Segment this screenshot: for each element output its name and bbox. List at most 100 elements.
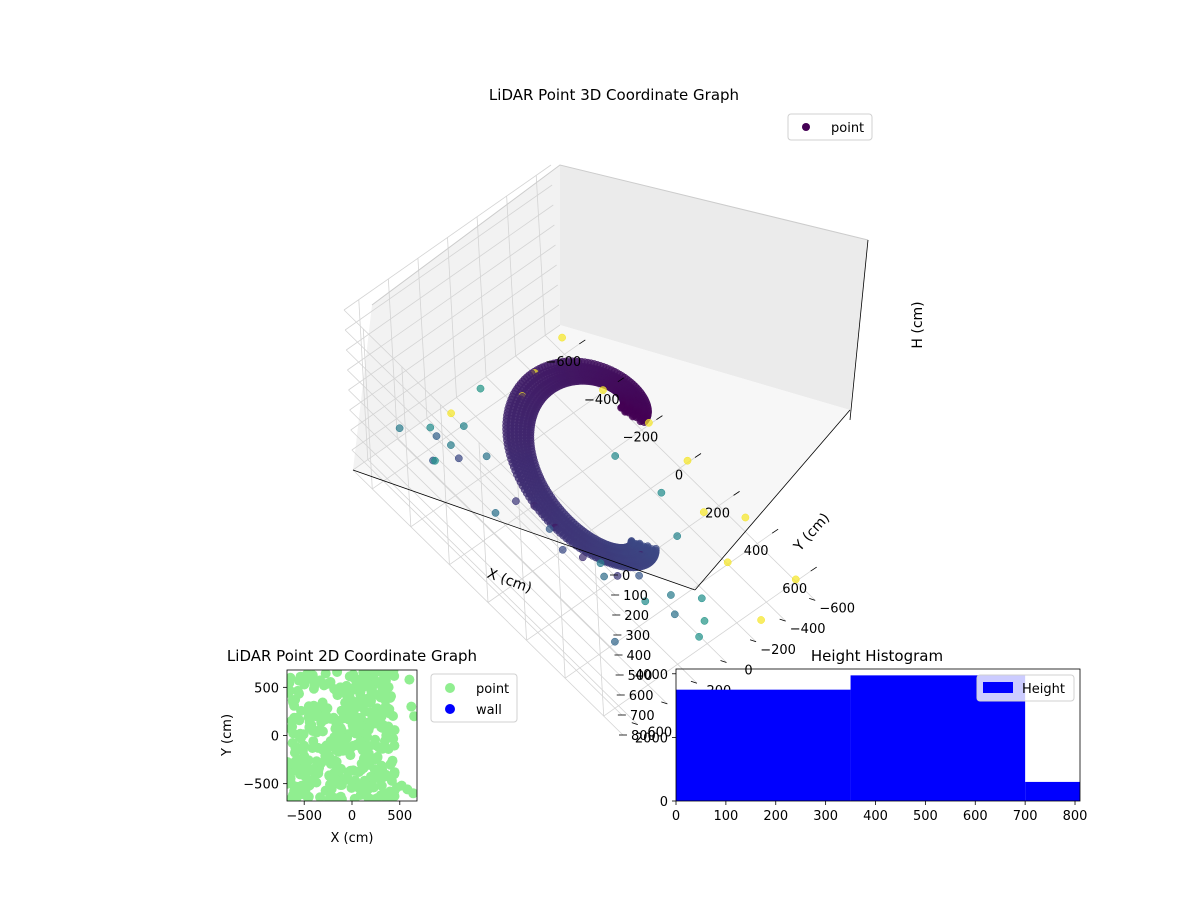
data-point-2d [313, 742, 324, 753]
data-point-3d [667, 591, 675, 599]
data-point-2d [357, 758, 368, 769]
data-point-2d [391, 782, 402, 793]
data-point-2d [302, 670, 313, 680]
grid-line [350, 429, 622, 696]
grid-line [347, 369, 618, 636]
y-tick-label-hist: 4000 [635, 668, 668, 683]
data-point-2d [303, 712, 314, 723]
legend-3d-frame [787, 113, 873, 141]
legend-2d-label-point: point [476, 682, 509, 697]
x-tick-label-2d: 0 [348, 809, 356, 824]
data-point-2d [288, 697, 298, 708]
legend-2d-label-wall: wall [476, 703, 502, 718]
data-point-3d [699, 508, 708, 516]
data-point-2d [320, 670, 331, 679]
data-point-2d [344, 671, 355, 682]
data-point-3d [657, 488, 666, 497]
data-point-3d [447, 409, 455, 418]
data-point-2d [315, 792, 326, 801]
x-tick-label-3d: 0 [675, 469, 683, 484]
legend-histogram: Height [976, 674, 1075, 702]
grid-line [352, 324, 561, 471]
grid-line [352, 469, 624, 736]
z-axis-label-3d: H (cm) [910, 301, 926, 348]
y-tick-label-hist: 2000 [635, 731, 668, 746]
data-point-2d [334, 738, 344, 749]
data-point-2d [365, 698, 376, 708]
x-tick-label-3d: −600 [545, 355, 581, 370]
data-point-2d [298, 742, 309, 753]
data-point-2d [364, 722, 375, 733]
data-point-2d [289, 712, 300, 723]
data-point-2d [331, 686, 342, 697]
data-point-3d [459, 422, 468, 430]
data-point-3d [512, 497, 520, 505]
data-point-2d [372, 751, 383, 762]
y-tick-label-3d: −400 [790, 622, 826, 637]
data-point-2d [361, 673, 372, 684]
histogram-bar [676, 689, 851, 801]
x-tick-label-3d: −200 [623, 431, 659, 446]
data-point-2d [345, 742, 356, 753]
data-point-2d [332, 670, 343, 677]
plot-3d: LiDAR Point 3D Coordinate Graph −600 −400… [343, 86, 926, 744]
y-tick-label-hist: 0 [660, 795, 668, 810]
data-point-3d [476, 384, 485, 393]
plot-2d-title: LiDAR Point 2D Coordinate Graph [227, 647, 477, 665]
data-point-2d [406, 701, 417, 712]
data-point-3d [635, 571, 643, 580]
data-point-2d [353, 782, 364, 793]
data-point-2d [349, 710, 360, 721]
grid-line [346, 204, 554, 351]
data-point-3d [723, 558, 732, 567]
data-point-2d [365, 771, 376, 782]
x-tick-3d [579, 339, 586, 345]
data-point-2d [292, 685, 303, 696]
legend-2d-marker-point [445, 683, 455, 693]
x-tick-label-3d: 200 [705, 506, 730, 521]
data-point-2d [330, 723, 341, 734]
data-point-2d [389, 725, 400, 736]
x-tick-label-hist: 0 [672, 809, 680, 824]
grid-line [349, 409, 620, 676]
grid-line [367, 459, 639, 725]
grid-line [397, 438, 668, 705]
z-tick-label-3d: 500 [628, 669, 653, 684]
data-point-2d [329, 779, 340, 789]
grid-line [456, 397, 727, 663]
data-point-2d [355, 689, 366, 700]
data-point-2d [368, 688, 379, 699]
points-2d [287, 670, 417, 801]
x-tick-label-2d: 500 [387, 809, 412, 824]
data-point-3d [741, 513, 750, 522]
data-point-3d [697, 594, 706, 603]
data-point-3d [578, 553, 587, 562]
data-point-3d [454, 454, 463, 463]
data-point-2d [382, 670, 393, 676]
data-point-2d [372, 793, 382, 801]
data-point-2d [340, 697, 351, 708]
x-tick-3d [656, 415, 663, 420]
y-tick-label-3d: −200 [760, 643, 796, 658]
x-tick-label-hist: 500 [913, 809, 938, 824]
pane-back [560, 165, 868, 410]
data-point-3d [558, 333, 566, 342]
grid-line [345, 349, 617, 616]
data-point-2d [324, 741, 335, 752]
legend-2d: point wall [430, 673, 518, 723]
y-axis-label-2d: Y (cm) [220, 714, 235, 757]
data-point-2d [362, 784, 373, 795]
histogram-frame [675, 668, 1081, 802]
x-tick-3d [810, 566, 817, 572]
y-tick-label-3d: 0 [744, 664, 752, 679]
data-point-2d [387, 755, 398, 766]
z-tick-label-3d: 600 [629, 689, 654, 704]
y-tick-label-2d: −500 [243, 778, 279, 793]
z-tick-label-3d: 700 [630, 709, 655, 724]
x-tick-label-hist: 200 [763, 809, 788, 824]
grid-line [344, 184, 553, 331]
grid-line [348, 244, 556, 391]
x-tick-label-hist: 100 [713, 809, 738, 824]
z-tick-label-3d: 200 [624, 609, 649, 624]
